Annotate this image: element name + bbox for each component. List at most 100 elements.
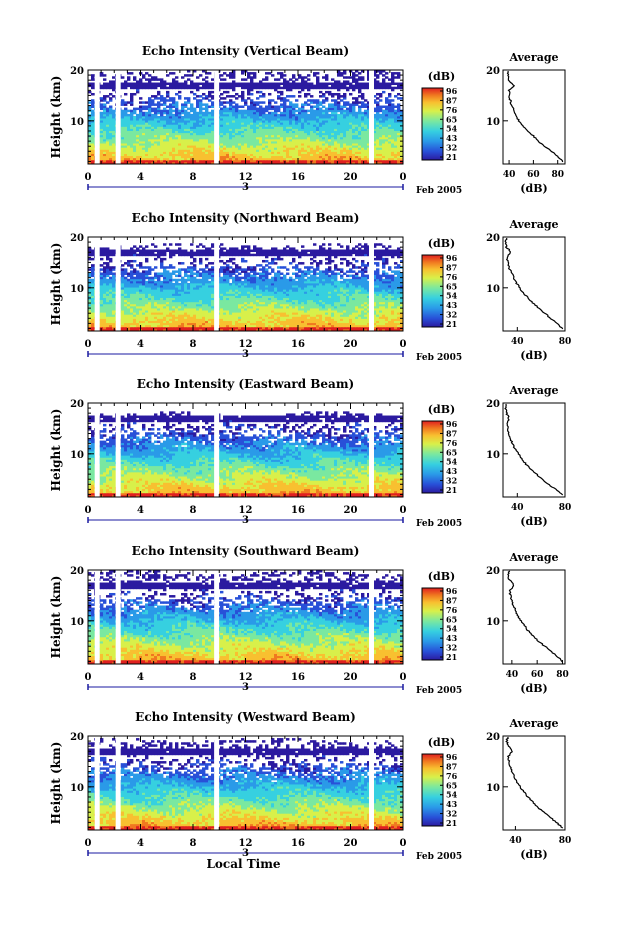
- heatmap-cell: [391, 130, 395, 134]
- heatmap-cell: [397, 128, 401, 131]
- heatmap-cell: [289, 113, 293, 117]
- heatmap-cell: [151, 151, 155, 154]
- heatmap-cell: [292, 155, 296, 159]
- heatmap-cell: [232, 126, 236, 129]
- heatmap-cell: [280, 149, 284, 152]
- heatmap-cell: [337, 118, 341, 121]
- heatmap-cell: [229, 320, 233, 324]
- heatmap-cell: [127, 126, 131, 129]
- heatmap-cell: [301, 76, 305, 79]
- heatmap-cell: [313, 320, 317, 324]
- heatmap-cell: [316, 155, 320, 159]
- heatmap-cell: [379, 109, 383, 113]
- heatmap-cell: [232, 113, 236, 117]
- heatmap-cell: [205, 143, 209, 146]
- heatmap-cell: [301, 149, 305, 152]
- heatmap-cell: [391, 126, 395, 129]
- heatmap-cell: [325, 78, 329, 81]
- heatmap-cell: [88, 141, 92, 144]
- heatmap-cell: [391, 322, 395, 326]
- heatmap-cell: [250, 86, 254, 90]
- heatmap-cell: [313, 159, 317, 163]
- colorbar-tick-label: 76: [446, 105, 458, 115]
- heatmap-cell: [325, 143, 329, 146]
- heatmap-cell: [157, 147, 161, 150]
- heatmap-cell: [109, 111, 113, 115]
- heatmap-cell: [259, 132, 263, 136]
- heatmap-cell: [397, 76, 401, 79]
- heatmap-cell: [295, 157, 299, 161]
- heatmap-cell: [262, 92, 266, 96]
- heatmap-cell: [226, 155, 230, 159]
- heatmap-cell: [379, 113, 383, 117]
- heatmap-cell: [241, 155, 245, 159]
- heatmap-cell: [346, 147, 350, 150]
- heatmap-cell: [271, 136, 275, 140]
- heatmap-cell: [232, 134, 236, 138]
- heatmap-cell: [304, 130, 308, 134]
- heatmap-cell: [139, 120, 143, 123]
- heatmap-cell: [259, 84, 263, 88]
- heatmap-cell: [307, 120, 311, 123]
- heatmap-cell: [130, 122, 134, 125]
- heatmap-cell: [88, 90, 92, 94]
- heatmap-cell: [346, 111, 350, 115]
- heatmap-cell: [277, 130, 281, 134]
- heatmap-cell: [397, 72, 401, 75]
- heatmap-cell: [142, 132, 146, 136]
- heatmap-cell: [295, 130, 299, 134]
- heatmap-cell: [232, 312, 236, 315]
- heatmap-cell: [295, 143, 299, 146]
- heatmap-cell: [166, 320, 170, 324]
- heatmap-cell: [184, 101, 188, 104]
- heatmap-cell: [322, 82, 326, 86]
- heatmap-cell: [253, 316, 257, 319]
- heatmap-cell: [199, 147, 203, 150]
- heatmap-cell: [361, 153, 365, 157]
- heatmap-cell: [280, 328, 284, 332]
- heatmap-cell: [352, 136, 356, 140]
- heatmap-cell: [163, 124, 167, 127]
- heatmap-cell: [112, 153, 116, 157]
- heatmap-cell: [241, 157, 245, 161]
- heatmap-cell: [109, 99, 113, 102]
- heatmap-cell: [322, 324, 326, 328]
- heatmap-cell: [328, 130, 332, 134]
- heatmap-cell: [259, 101, 263, 104]
- heatmap-cell: [211, 118, 215, 121]
- heatmap-cell: [295, 122, 299, 125]
- heatmap-cell: [127, 130, 131, 134]
- heatmap-cell: [232, 132, 236, 136]
- heatmap-cell: [130, 132, 134, 136]
- heatmap-cell: [286, 149, 290, 152]
- heatmap-cell: [334, 328, 338, 332]
- heatmap-cell: [136, 312, 140, 315]
- heatmap-cell: [193, 107, 197, 111]
- heatmap-cell: [364, 149, 368, 152]
- heatmap-cell: [133, 120, 137, 123]
- heatmap-cell: [283, 134, 287, 138]
- heatmap-cell: [361, 147, 365, 150]
- heatmap-cell: [169, 155, 173, 159]
- heatmap-cell: [148, 326, 152, 330]
- heatmap-cell: [91, 113, 95, 117]
- heatmap-cell: [124, 107, 128, 111]
- heatmap-cell: [358, 72, 362, 75]
- heatmap-cell: [151, 78, 155, 81]
- heatmap-cell: [109, 134, 113, 138]
- heatmap-cell: [196, 153, 200, 157]
- heatmap-cell: [289, 328, 293, 332]
- heatmap-cell: [259, 310, 263, 313]
- heatmap-cell: [358, 90, 362, 94]
- heatmap-cell: [394, 136, 398, 140]
- heatmap-cell: [133, 76, 137, 79]
- heatmap-cell: [139, 316, 143, 319]
- heatmap-cell: [295, 118, 299, 121]
- heatmap-cell: [166, 322, 170, 326]
- heatmap-cell: [160, 80, 164, 83]
- heatmap-cell: [199, 132, 203, 136]
- heatmap-cell: [328, 122, 332, 125]
- heatmap-cell: [307, 126, 311, 129]
- heatmap-cell: [121, 109, 125, 113]
- heatmap-cell: [232, 308, 236, 311]
